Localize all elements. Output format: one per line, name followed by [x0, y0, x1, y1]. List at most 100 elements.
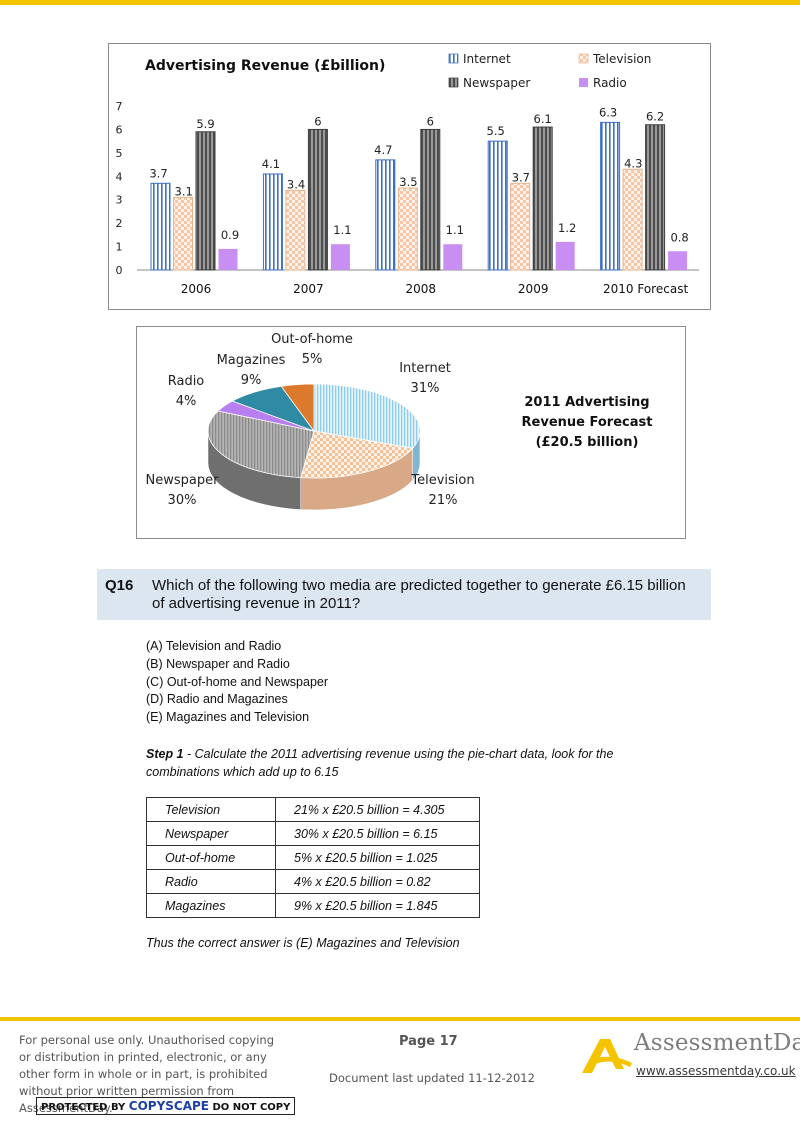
data-label-television: 4.3 [624, 156, 642, 170]
legend-label-television: Television [592, 52, 651, 66]
legend-swatch-radio [579, 78, 588, 87]
x-tick-label: 2006 [181, 282, 212, 296]
bar-newspaper-2009 [532, 126, 553, 271]
bar-newspaper-2006 [195, 131, 216, 271]
bar-internet-2010-forecast [600, 121, 621, 271]
bar-radio-2010-forecast [668, 251, 688, 270]
question-text: Which of the following two media are pre… [152, 577, 686, 612]
pie-label-television: Television [410, 473, 474, 488]
pie-slice-newspaper [207, 410, 315, 479]
calculation-cell: 30% x £20.5 billion = 6.15 [275, 821, 480, 846]
pie-slice-internet [313, 383, 421, 449]
copyscape-brand: COPYSCAPE [128, 1099, 209, 1113]
data-label-radio: 1.1 [333, 223, 351, 237]
bar-television-2008 [397, 187, 418, 271]
y-tick-label: 7 [116, 100, 123, 113]
bar-radio-2006 [218, 248, 238, 270]
bar-radio-2008 [443, 244, 463, 270]
medium-cell: Newspaper [146, 821, 276, 846]
assessmentday-logo-icon [582, 1039, 632, 1073]
data-label-internet: 5.5 [487, 124, 505, 138]
page-number: Page 17 [399, 1034, 458, 1049]
bar-internet-2009 [487, 140, 508, 271]
table-row: Radio 4% x £20.5 billion = 0.82 [146, 869, 480, 894]
pie-label-radio: Radio [168, 374, 205, 389]
logo-text: AssessmentDay [634, 1030, 800, 1056]
bottom-yellow-rule [0, 1017, 800, 1021]
y-tick-label: 6 [116, 123, 123, 136]
pie-title-line: 2011 Advertising [524, 395, 649, 410]
medium-cell: Out-of-home [146, 845, 276, 870]
legend-label-newspaper: Newspaper [463, 76, 530, 90]
y-tick-label: 4 [116, 170, 123, 183]
bar-television-2007 [285, 189, 306, 271]
step-text: - Calculate the 2011 advertising revenue… [146, 747, 614, 779]
bar-newspaper-2007 [307, 128, 328, 271]
copyright-note: For personal use only. Unauthorised copy… [19, 1033, 275, 1115]
data-label-television: 3.1 [175, 184, 193, 198]
table-row: Out-of-home 5% x £20.5 billion = 1.025 [146, 845, 480, 870]
calculation-cell: 21% x £20.5 billion = 4.305 [275, 797, 480, 822]
bar-television-2009 [510, 182, 531, 271]
medium-cell: Radio [146, 869, 276, 894]
chart-title: Advertising Revenue (£billion) [145, 58, 385, 74]
bar-radio-2007 [330, 244, 350, 270]
pie-label-magazines: Magazines [217, 353, 286, 368]
data-label-internet: 4.7 [374, 143, 392, 157]
question-number: Q16 [105, 577, 134, 594]
data-label-radio: 1.1 [446, 223, 464, 237]
bar-newspaper-2008 [420, 128, 441, 271]
pie-percent-radio: 4% [176, 394, 197, 409]
y-tick-label: 2 [116, 217, 123, 230]
copyscape-badge[interactable]: PROTECTED BY COPYSCAPE DO NOT COPY [36, 1097, 296, 1115]
option-b[interactable]: (B) Newspaper and Radio [146, 656, 290, 671]
pie-label-out-of-home: Out-of-home [271, 332, 353, 347]
bar-television-2010-forecast [622, 168, 643, 271]
data-label-internet: 4.1 [262, 157, 280, 171]
legend-swatch-internet [448, 53, 459, 64]
x-tick-label: 2009 [518, 282, 549, 296]
copyscape-right: DO NOT COPY [209, 1102, 291, 1113]
pie-percent-television: 21% [429, 493, 458, 508]
step-explanation: Step 1 - Calculate the 2011 advertising … [146, 745, 666, 781]
website-link[interactable]: www.assessmentday.co.uk [636, 1064, 796, 1078]
bar-television-2006 [173, 196, 193, 271]
data-label-radio: 1.2 [558, 221, 576, 235]
medium-cell: Television [146, 797, 276, 822]
legend-swatch-television [578, 53, 589, 64]
copyscape-left: PROTECTED BY [41, 1102, 129, 1113]
data-label-television: 3.4 [287, 177, 305, 191]
bar-internet-2007 [262, 173, 283, 271]
bar-internet-2008 [375, 159, 396, 271]
option-d[interactable]: (D) Radio and Magazines [146, 692, 288, 707]
bar-newspaper-2010-forecast [645, 124, 666, 271]
calculation-cell: 9% x £20.5 billion = 1.845 [275, 893, 480, 918]
option-a[interactable]: (A) Television and Radio [146, 639, 282, 653]
calculation-cell: 5% x £20.5 billion = 1.025 [275, 845, 480, 870]
step-label: Step 1 [146, 747, 184, 761]
option-c[interactable]: (C) Out-of-home and Newspaper [146, 674, 329, 689]
question-band: Q16 Which of the following two media are… [97, 569, 711, 620]
data-label-newspaper: 6 [427, 114, 434, 128]
x-tick-label: 2007 [293, 282, 324, 296]
table-row: Magazines 9% x £20.5 billion = 1.845 [146, 893, 480, 918]
bar-chart: Advertising Revenue (£billion) Internet Te… [108, 43, 711, 310]
data-label-newspaper: 6 [314, 114, 321, 128]
pie-title-line: (£20.5 billion) [536, 435, 639, 450]
pie-percent-out-of-home: 5% [302, 352, 323, 367]
pie-slice-television [300, 430, 414, 479]
x-tick-label: 2008 [406, 282, 437, 296]
pie-title-line: Revenue Forecast [522, 415, 653, 430]
data-label-newspaper: 6.2 [646, 110, 664, 124]
bar-radio-2009 [555, 241, 575, 270]
calculation-table: Television 21% x £20.5 billion = 4.305 N… [146, 797, 480, 918]
answer-options: (A) Television and Radio (B) Newspaper a… [146, 638, 328, 727]
pie-chart: Internet 31% Television 21% Newspaper 30% Radi… [136, 326, 686, 539]
pie-percent-internet: 31% [411, 381, 440, 396]
option-e[interactable]: (E) Magazines and Television [146, 710, 310, 725]
legend-label-internet: Internet [463, 52, 511, 66]
pie-slice-out-of-home [280, 383, 315, 433]
data-label-internet: 6.3 [599, 105, 617, 119]
legend-label-radio: Radio [593, 76, 627, 90]
x-tick-label: 2010 Forecast [603, 282, 688, 296]
